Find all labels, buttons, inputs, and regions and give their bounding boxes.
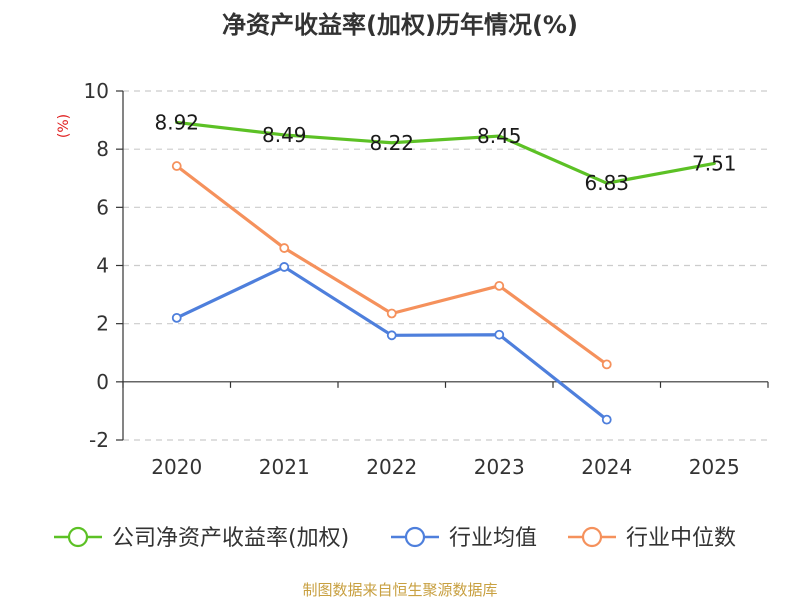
x-tick-label: 2023 (474, 455, 525, 479)
x-tick-label: 2021 (259, 455, 310, 479)
legend-marker (67, 526, 89, 548)
data-label: 8.92 (154, 110, 199, 134)
y-tick-label: -2 (89, 428, 109, 452)
legend-label: 行业中位数 (626, 526, 736, 551)
axes: -2 0 2 4 6 8 10 2020 2021 2022 2023 2024 2025 (84, 79, 769, 479)
data-point (386, 308, 397, 319)
legend-label: 行业均值 (449, 526, 537, 551)
x-tick-label: 2020 (151, 455, 202, 479)
y-tick-label: 6 (96, 195, 109, 219)
data-label: 8.49 (262, 123, 307, 147)
x-tick-label: 2022 (366, 455, 417, 479)
legend: 公司净资产收益率(加权) 行业均值 行业中位数 (54, 526, 736, 551)
y-unit-label: (%) (56, 114, 72, 138)
series-line (175, 120, 716, 185)
legend-marker (581, 526, 603, 548)
legend-item: 行业中位数 (568, 526, 736, 551)
y-tick-label: 8 (96, 137, 109, 161)
data-point (386, 330, 397, 341)
grid-lines (123, 90, 768, 441)
legend-item: 公司净资产收益率(加权) (54, 526, 349, 551)
data-point (601, 414, 612, 425)
series-1 (171, 262, 612, 425)
data-point (279, 243, 290, 253)
data-point (171, 312, 182, 323)
series-0: 8.92 8.49 8.22 8.45 6.83 7.51 (154, 110, 736, 195)
x-tick-label: 2024 (581, 455, 632, 479)
data-point (601, 359, 612, 370)
y-tick-label: 10 (84, 79, 109, 103)
series-layer: 8.92 8.49 8.22 8.45 6.83 7.51 (154, 110, 737, 425)
data-label: 8.45 (477, 124, 522, 148)
y-tick-label: 0 (96, 370, 109, 394)
data-point (494, 329, 505, 340)
data-label: 7.51 (692, 151, 737, 175)
data-point (494, 280, 505, 291)
data-point (171, 161, 182, 171)
chart-title: 净资产收益率(加权)历年情况(%) (222, 11, 578, 39)
data-label: 6.83 (584, 171, 629, 195)
series-2 (171, 161, 612, 370)
legend-label: 公司净资产收益率(加权) (112, 526, 349, 551)
data-label: 8.22 (369, 131, 414, 155)
data-point (279, 262, 290, 272)
x-tick-label: 2025 (689, 455, 740, 479)
source-note: 制图数据来自恒生聚源数据库 (302, 581, 497, 599)
legend-marker (404, 526, 426, 548)
legend-item: 行业均值 (391, 526, 537, 551)
series-line (175, 265, 609, 422)
y-tick-label: 4 (96, 254, 109, 278)
y-tick-label: 2 (96, 312, 109, 336)
